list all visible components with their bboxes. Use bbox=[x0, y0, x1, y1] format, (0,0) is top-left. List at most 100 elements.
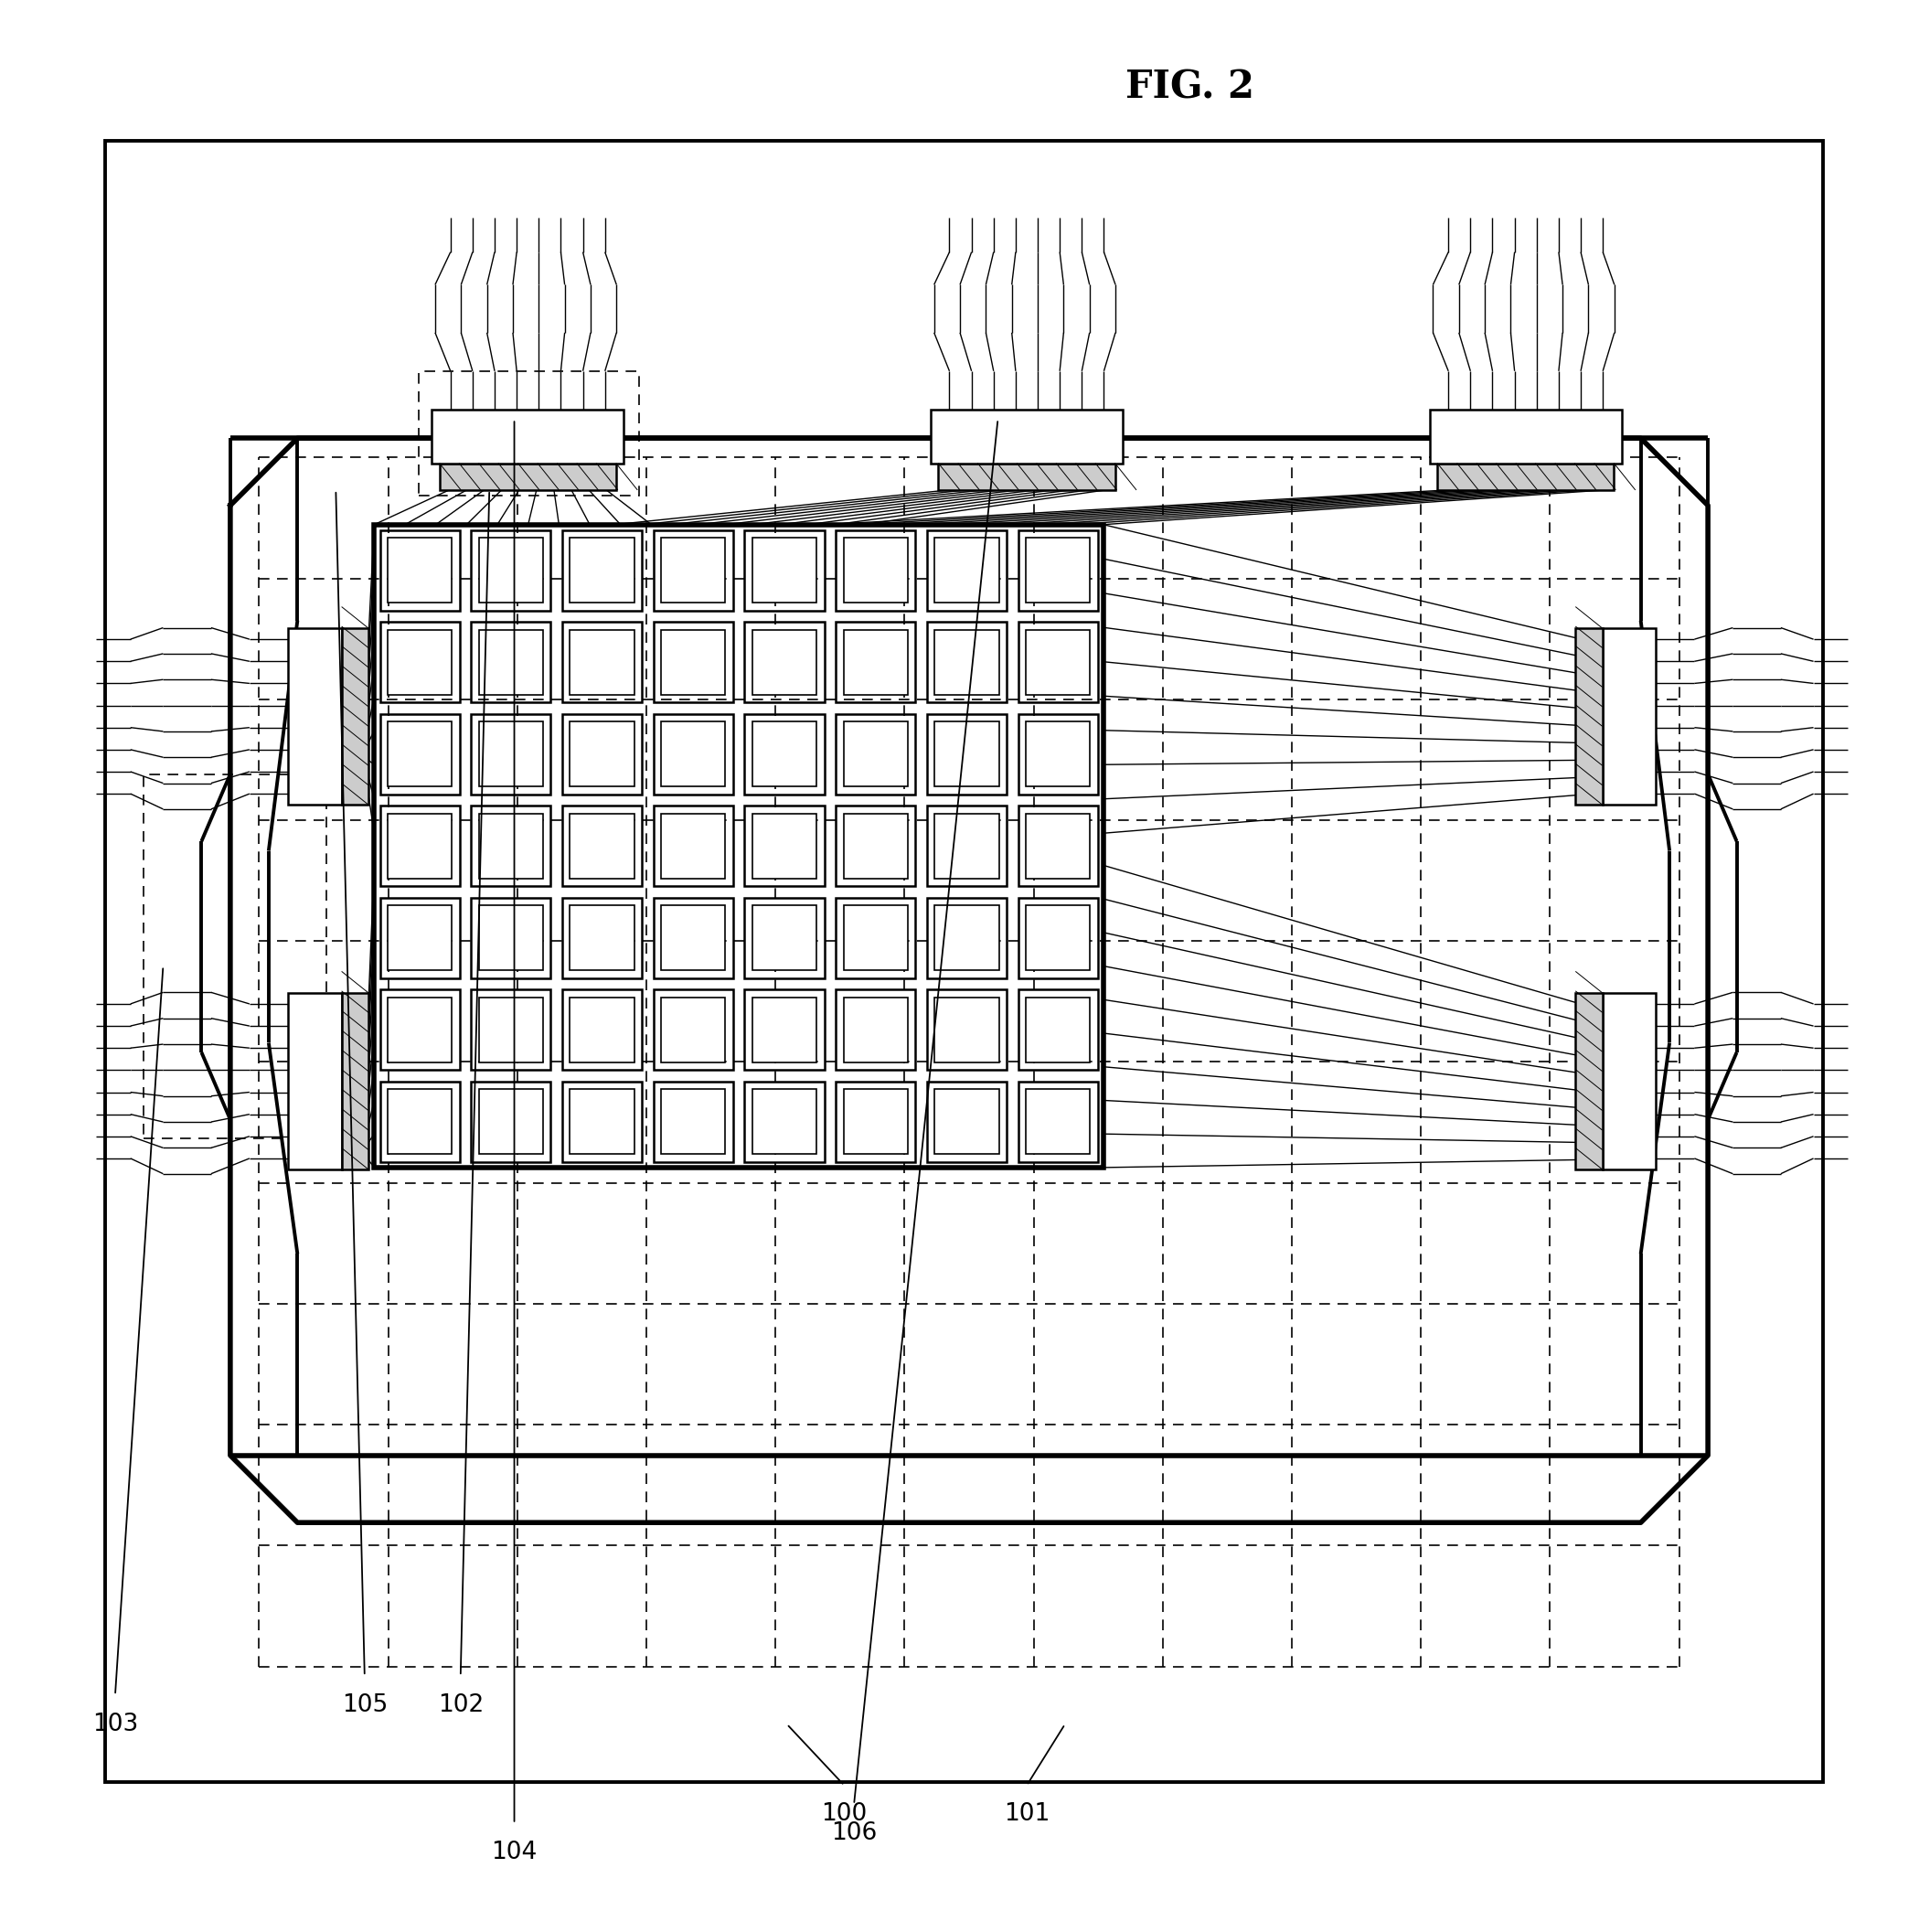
Bar bbox=[1025, 1090, 1090, 1153]
Text: 105: 105 bbox=[342, 1692, 388, 1718]
Bar bbox=[380, 898, 461, 978]
Bar bbox=[388, 723, 453, 786]
Bar bbox=[842, 813, 908, 879]
Bar bbox=[752, 813, 816, 879]
Bar bbox=[745, 806, 825, 887]
Bar bbox=[652, 715, 733, 794]
Bar bbox=[388, 906, 453, 970]
Bar bbox=[1025, 906, 1090, 970]
Bar bbox=[652, 531, 733, 611]
Bar bbox=[562, 806, 641, 887]
Bar bbox=[752, 537, 816, 603]
Bar bbox=[1017, 531, 1098, 611]
Bar bbox=[837, 989, 915, 1070]
Bar bbox=[1025, 723, 1090, 786]
Text: 106: 106 bbox=[831, 1822, 877, 1845]
Bar bbox=[418, 371, 639, 497]
Bar bbox=[1017, 989, 1098, 1070]
Bar bbox=[935, 1090, 998, 1153]
Bar bbox=[745, 1082, 825, 1161]
Bar bbox=[660, 906, 725, 970]
Bar bbox=[842, 997, 908, 1063]
Bar bbox=[1430, 410, 1622, 464]
Bar bbox=[652, 806, 733, 887]
Bar bbox=[470, 898, 551, 978]
Bar bbox=[288, 993, 342, 1169]
Bar bbox=[480, 813, 543, 879]
Bar bbox=[842, 537, 908, 603]
Bar bbox=[938, 464, 1115, 491]
Bar bbox=[342, 993, 368, 1169]
Bar bbox=[927, 531, 1006, 611]
Bar bbox=[1025, 813, 1090, 879]
Bar bbox=[1437, 464, 1614, 491]
Bar bbox=[837, 531, 915, 611]
Bar bbox=[1575, 628, 1602, 806]
Bar bbox=[752, 630, 816, 696]
Bar bbox=[380, 989, 461, 1070]
Bar bbox=[927, 622, 1006, 703]
Bar bbox=[562, 622, 641, 703]
Bar bbox=[380, 1082, 461, 1161]
Bar bbox=[752, 997, 816, 1063]
Bar bbox=[380, 622, 461, 703]
Bar bbox=[388, 1090, 453, 1153]
Text: FIG. 2: FIG. 2 bbox=[1125, 68, 1255, 106]
Bar bbox=[752, 723, 816, 786]
Bar bbox=[652, 622, 733, 703]
Bar bbox=[480, 1090, 543, 1153]
Bar bbox=[374, 526, 1103, 1167]
Bar bbox=[470, 989, 551, 1070]
Bar bbox=[439, 464, 616, 491]
Bar bbox=[432, 410, 624, 464]
Bar bbox=[837, 806, 915, 887]
Text: 102: 102 bbox=[438, 1692, 484, 1718]
Bar bbox=[562, 989, 641, 1070]
Bar bbox=[562, 531, 641, 611]
Bar bbox=[652, 898, 733, 978]
Bar bbox=[931, 410, 1123, 464]
Bar bbox=[570, 723, 633, 786]
Bar bbox=[842, 1090, 908, 1153]
Bar bbox=[470, 622, 551, 703]
Bar bbox=[660, 537, 725, 603]
Bar bbox=[562, 715, 641, 794]
Bar bbox=[652, 989, 733, 1070]
Bar bbox=[470, 806, 551, 887]
Bar bbox=[837, 622, 915, 703]
Bar bbox=[1602, 628, 1656, 806]
Bar bbox=[470, 531, 551, 611]
Text: 101: 101 bbox=[1004, 1803, 1050, 1826]
Bar bbox=[935, 906, 998, 970]
Bar bbox=[660, 1090, 725, 1153]
Bar bbox=[470, 715, 551, 794]
Bar bbox=[745, 622, 825, 703]
Bar bbox=[745, 715, 825, 794]
Bar bbox=[837, 898, 915, 978]
Bar bbox=[480, 997, 543, 1063]
Bar bbox=[380, 806, 461, 887]
Bar bbox=[388, 997, 453, 1063]
Bar bbox=[1025, 997, 1090, 1063]
Bar bbox=[570, 813, 633, 879]
Bar bbox=[106, 141, 1823, 1781]
Bar bbox=[745, 989, 825, 1070]
Bar bbox=[380, 531, 461, 611]
Bar bbox=[652, 1082, 733, 1161]
Bar bbox=[1017, 715, 1098, 794]
Bar bbox=[752, 1090, 816, 1153]
Bar bbox=[752, 906, 816, 970]
Bar bbox=[570, 997, 633, 1063]
Bar bbox=[1017, 898, 1098, 978]
Bar bbox=[570, 537, 633, 603]
Bar bbox=[570, 906, 633, 970]
Bar bbox=[935, 723, 998, 786]
Bar bbox=[570, 630, 633, 696]
Bar bbox=[935, 537, 998, 603]
Bar bbox=[1025, 630, 1090, 696]
Bar bbox=[1017, 622, 1098, 703]
Bar bbox=[144, 775, 326, 1138]
Bar bbox=[470, 1082, 551, 1161]
Bar bbox=[927, 1082, 1006, 1161]
Bar bbox=[388, 537, 453, 603]
